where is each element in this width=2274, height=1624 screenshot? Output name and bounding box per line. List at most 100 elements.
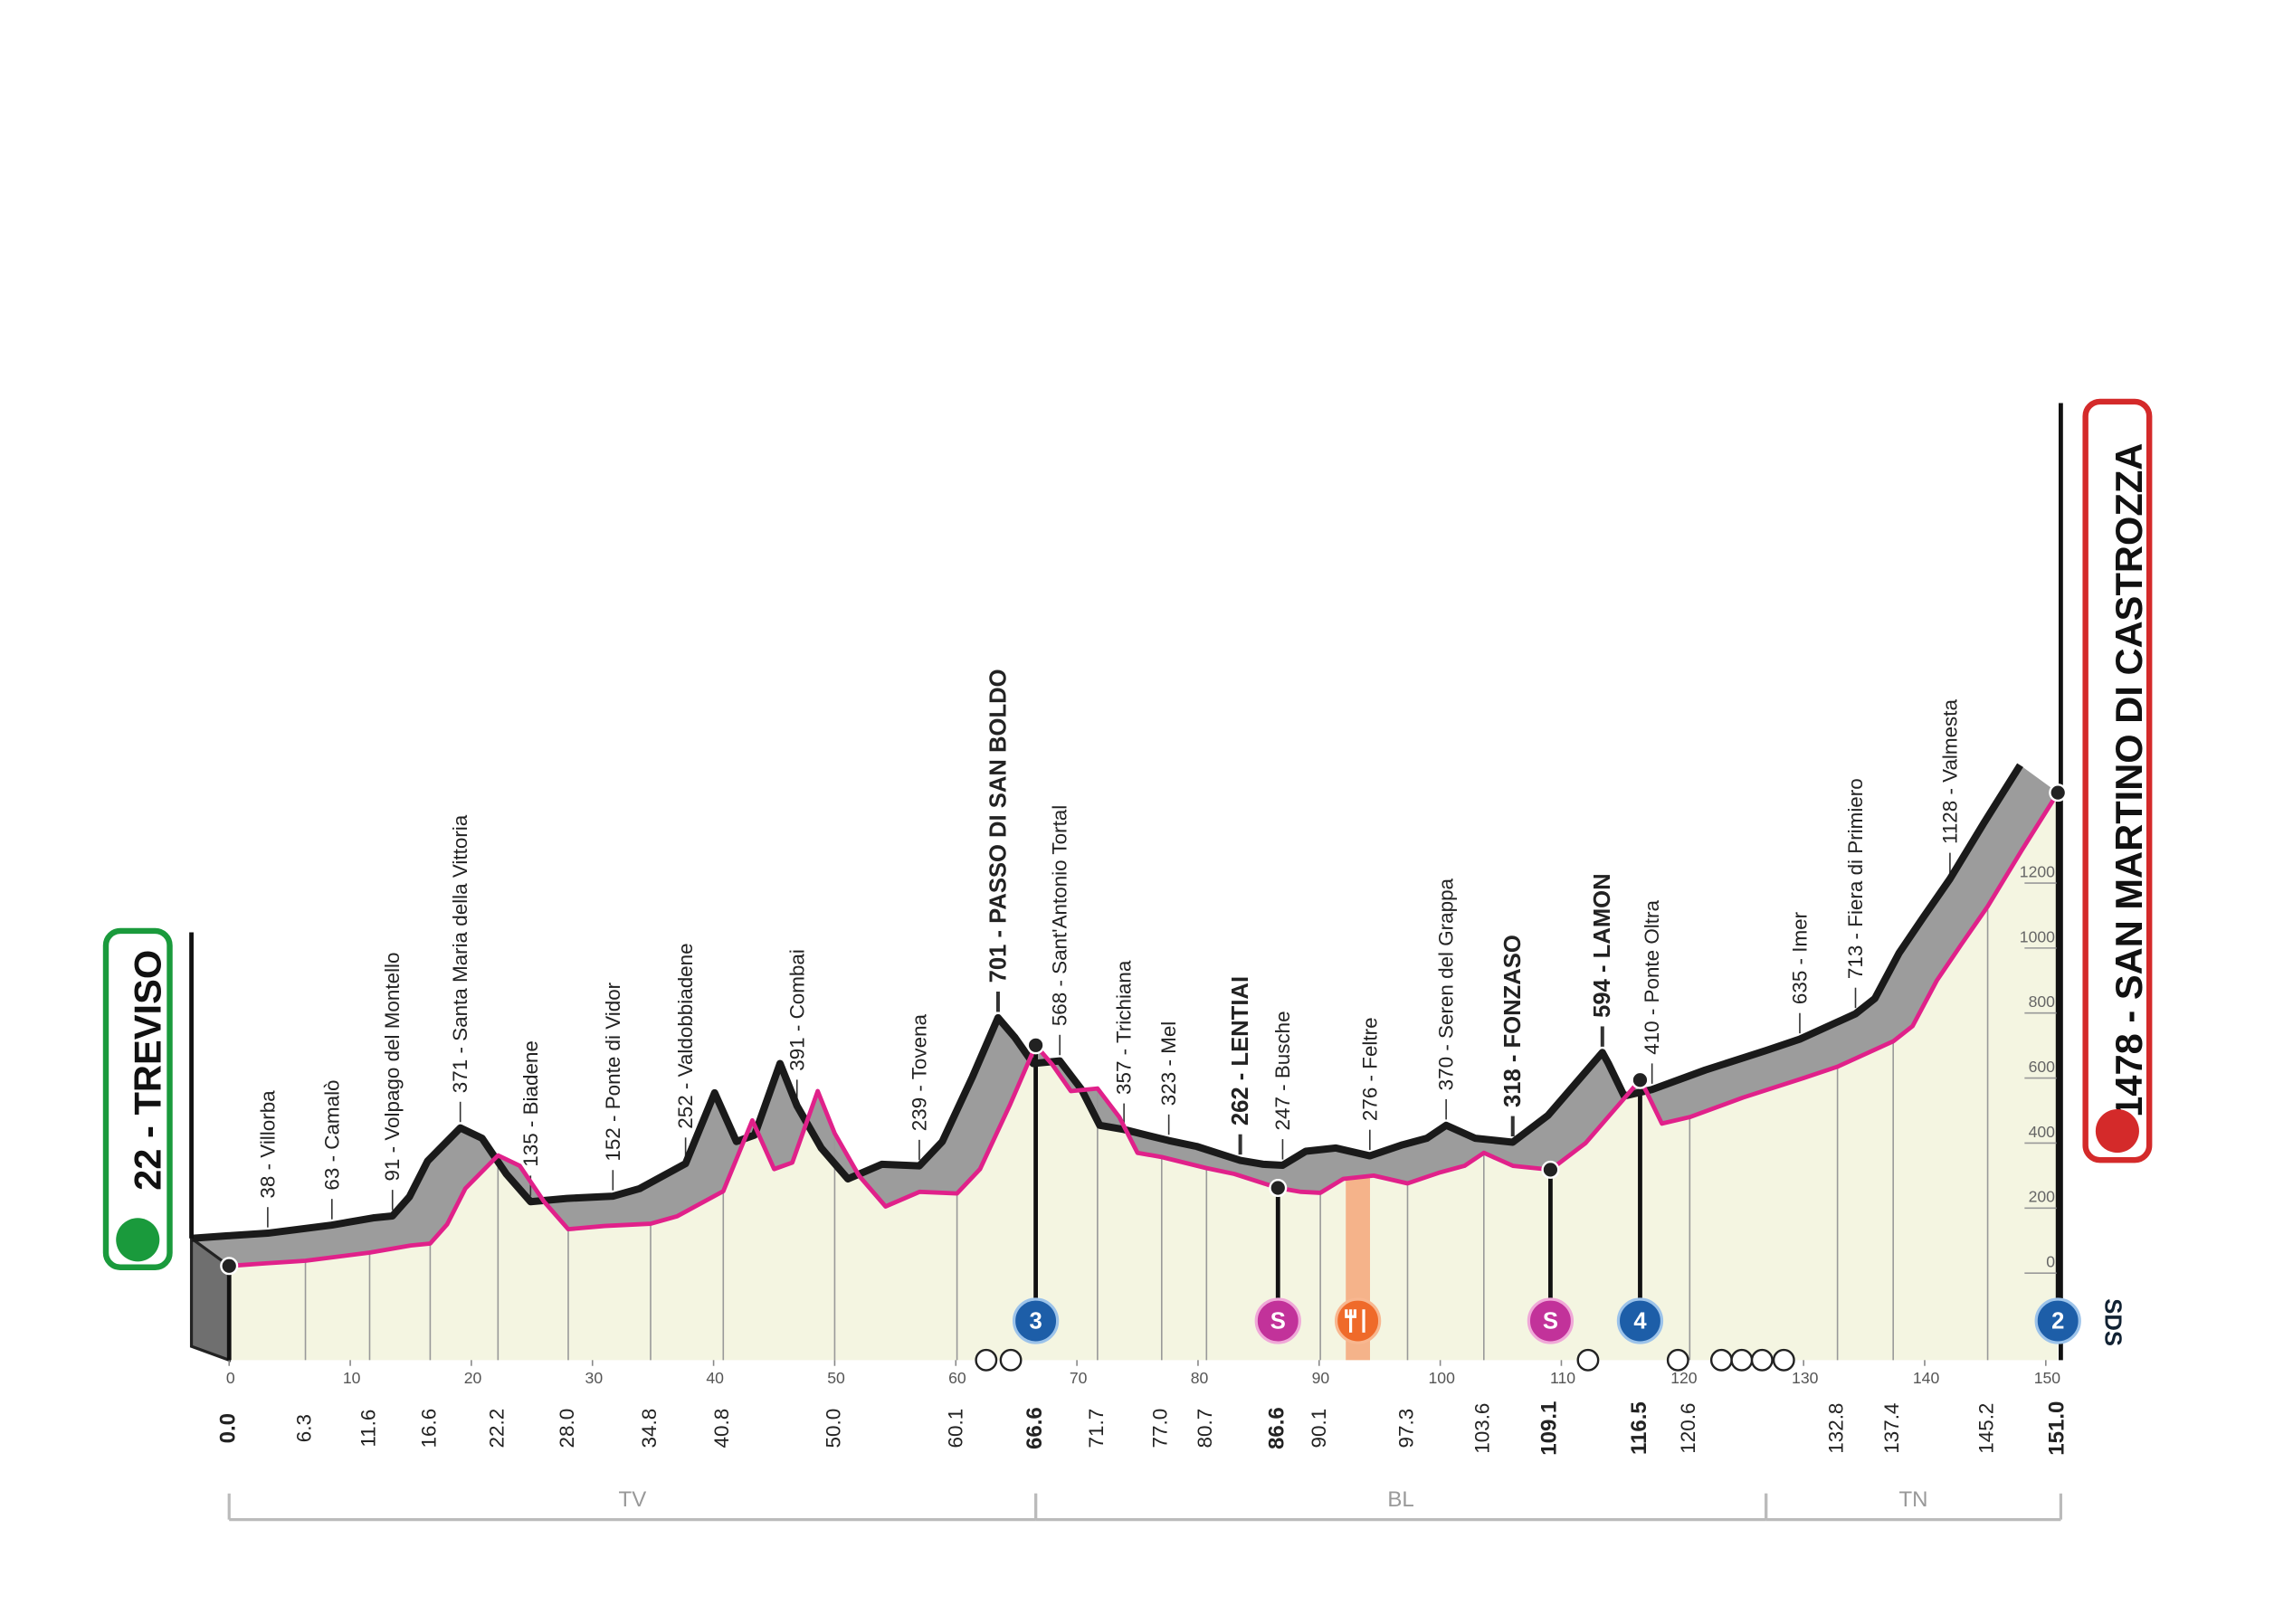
x-tick-label: 120	[1670, 1369, 1698, 1387]
x-tick-label: 110	[1550, 1369, 1575, 1387]
place-label: 1128 - Valmesta	[1938, 699, 1961, 844]
finish-label: 1478 - SAN MARTINO DI CASTROZZA	[2107, 443, 2150, 1117]
x-tick-label: 70	[1070, 1369, 1088, 1387]
km-label: 60.1	[945, 1409, 967, 1448]
feed-icon-glyph	[1345, 1309, 1365, 1333]
km-label: 109.1	[1537, 1401, 1562, 1456]
place-label: 252 - Valdobbiadene	[674, 943, 697, 1128]
km-label: 28.0	[556, 1409, 578, 1448]
km-label: 103.6	[1471, 1403, 1494, 1454]
x-tick-label: 150	[2034, 1369, 2061, 1387]
sprint-icon	[1527, 1297, 1575, 1344]
x-tick-label: 20	[464, 1369, 482, 1387]
y-tick-label: 200	[2029, 1188, 2056, 1206]
kom-category: 4	[1633, 1308, 1647, 1334]
place-label: 38 - Villorba	[256, 1090, 279, 1199]
profile-line	[229, 791, 2060, 1268]
kom-category: 3	[1029, 1308, 1042, 1334]
x-tick-label: 90	[1312, 1369, 1330, 1387]
place-label: 357 - Trichiana	[1113, 960, 1136, 1095]
profile-dot	[2049, 784, 2068, 803]
finish-box	[2082, 398, 2153, 1163]
y-tick-label: 1200	[2020, 862, 2055, 880]
place-label: 371 - Santa Maria della Vittoria	[449, 814, 471, 1093]
finish-icon	[2095, 1109, 2139, 1154]
place-label: 370 - Seren del Grappa	[1435, 878, 1458, 1090]
place-label: 410 - Ponte Oltra	[1641, 900, 1663, 1055]
km-label: 80.7	[1194, 1409, 1216, 1448]
km-label: 11.6	[357, 1410, 379, 1448]
place-label: 262 - LENTIAI	[1228, 976, 1253, 1125]
region-label: TN	[1899, 1487, 1928, 1512]
kom-icon	[2034, 1297, 2081, 1344]
sponsor: SDS	[2100, 1298, 2126, 1346]
sprint-label: S	[1543, 1308, 1558, 1334]
km-label: 66.6	[1023, 1407, 1047, 1449]
place-label: 239 - Tovena	[908, 1013, 930, 1131]
y-tick-label: 0	[2046, 1253, 2055, 1271]
profile-dot	[220, 1257, 239, 1276]
y-tick-label: 600	[2029, 1058, 2056, 1076]
sprint-label: S	[1270, 1308, 1286, 1334]
tunnel-icon	[1772, 1348, 1795, 1372]
profile-dot	[1269, 1179, 1288, 1198]
km-label: 34.8	[638, 1409, 661, 1448]
x-tick-label: 130	[1792, 1369, 1819, 1387]
tunnel-icon	[1576, 1348, 1600, 1372]
km-label: 145.2	[1974, 1403, 1997, 1454]
kom-icon	[1012, 1297, 1060, 1344]
x-tick-label: 60	[948, 1369, 966, 1387]
place-label: 323 - Mel	[1157, 1021, 1180, 1106]
place-label: 135 - Biadene	[519, 1040, 542, 1167]
x-tick-label: 40	[706, 1369, 724, 1387]
feed-icon	[1334, 1297, 1382, 1344]
place-label: 713 - Fiera di Primiero	[1844, 778, 1867, 979]
profile-dot	[1026, 1036, 1045, 1055]
tunnel-icon	[1709, 1348, 1733, 1372]
profile-area	[229, 793, 2059, 1361]
km-label: 71.7	[1085, 1409, 1108, 1448]
y-tick-label: 800	[2029, 992, 2056, 1011]
km-label: 132.8	[1825, 1403, 1848, 1454]
x-tick-label: 100	[1429, 1369, 1456, 1387]
km-label: 16.6	[417, 1409, 440, 1448]
place-label: 63 - Camalò	[320, 1079, 343, 1190]
region-label: TV	[619, 1487, 647, 1512]
place-label: 152 - Ponte di Vidor	[602, 982, 624, 1161]
tunnel-icon	[999, 1348, 1023, 1372]
place-label: 318 - FONZASO	[1500, 935, 1526, 1107]
place-label: 635 - Imer	[1788, 911, 1811, 1004]
place-label: 568 - Sant'Antonio Tortal	[1049, 805, 1071, 1026]
place-label: 91 - Volpago del Montello	[381, 952, 404, 1181]
km-label: 86.6	[1265, 1407, 1289, 1449]
km-label: 50.0	[822, 1409, 844, 1448]
km-label: 116.5	[1627, 1401, 1651, 1455]
kom-icon	[1616, 1297, 1664, 1344]
km-label: 120.6	[1677, 1403, 1699, 1454]
km-label: 77.0	[1149, 1409, 1172, 1448]
tunnel-icon	[975, 1348, 998, 1372]
kom-category: 2	[2051, 1308, 2064, 1334]
x-tick-label: 140	[1913, 1369, 1940, 1387]
start-label: 22 - TREVISO	[127, 950, 169, 1191]
profile-dot	[1631, 1070, 1650, 1089]
start-icon	[116, 1218, 160, 1262]
place-label: 701 - PASSO DI SAN BOLDO	[985, 669, 1011, 983]
tunnel-icon	[1730, 1348, 1754, 1372]
region-label: BL	[1387, 1487, 1413, 1512]
x-tick-label: 0	[226, 1369, 235, 1387]
km-label: 97.3	[1394, 1409, 1417, 1448]
km-label: 90.1	[1308, 1409, 1330, 1448]
km-label: 151.0	[2045, 1401, 2069, 1456]
y-tick-label: 400	[2029, 1123, 2056, 1141]
place-label: 391 - Combai	[785, 949, 808, 1071]
x-tick-label: 30	[585, 1369, 604, 1387]
x-tick-label: 50	[827, 1369, 845, 1387]
profile-dot	[1541, 1160, 1560, 1179]
km-label: 6.3	[292, 1414, 315, 1442]
tunnels	[975, 1348, 1795, 1372]
place-label: 276 - Feltre	[1358, 1017, 1381, 1121]
sprint-icon	[1254, 1297, 1301, 1344]
